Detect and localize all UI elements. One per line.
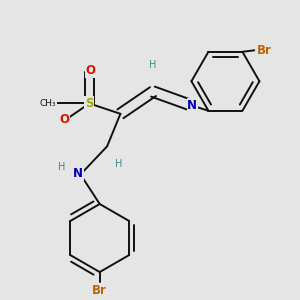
Text: CH₃: CH₃ (40, 99, 56, 108)
Text: H: H (58, 162, 65, 172)
Text: H: H (115, 159, 123, 169)
Text: O: O (85, 64, 95, 77)
Text: S: S (85, 97, 94, 110)
Text: Br: Br (256, 44, 272, 57)
Text: Br: Br (92, 284, 107, 297)
Text: N: N (187, 99, 197, 112)
Text: O: O (59, 113, 69, 126)
Text: H: H (149, 60, 157, 70)
Text: N: N (73, 167, 83, 180)
